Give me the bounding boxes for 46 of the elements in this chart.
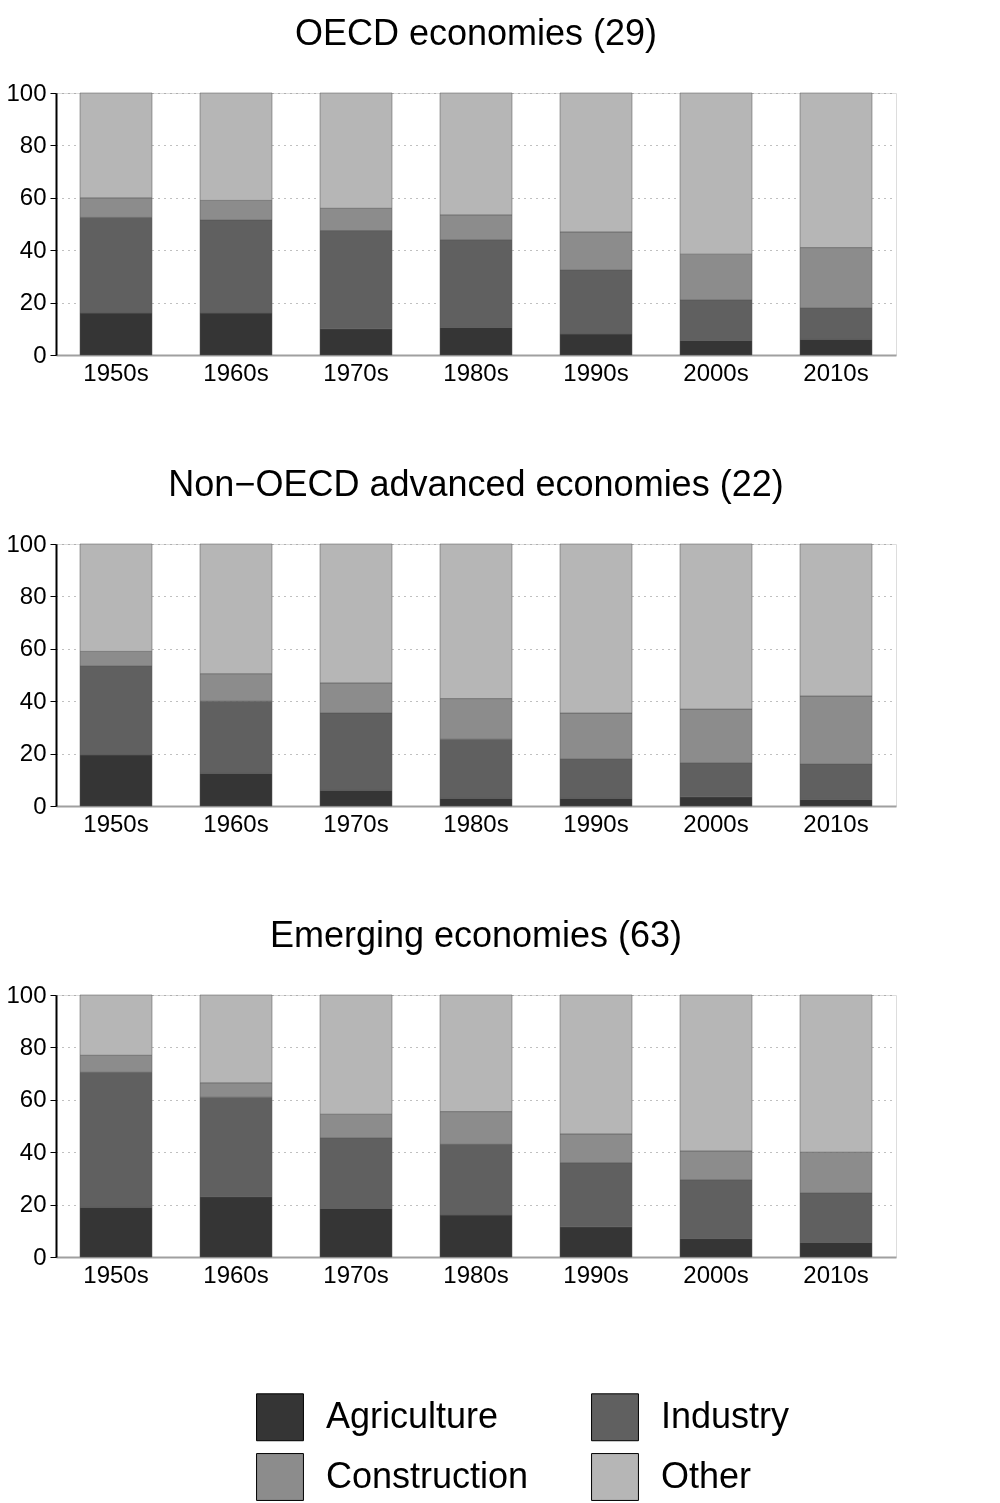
- y-tick-label: 60: [19, 634, 47, 662]
- y-tick-label: 20: [19, 288, 47, 316]
- y-tick-label: 100: [6, 980, 47, 1008]
- x-tick-label: 1980s: [443, 1260, 509, 1288]
- x-tick-label: 1980s: [443, 358, 509, 386]
- x-tick-label: 2000s: [683, 358, 749, 386]
- x-tick-label: 1960s: [203, 358, 269, 386]
- y-tick-label: 20: [19, 739, 47, 767]
- x-tick-label: 2010s: [803, 358, 869, 386]
- x-tick-label: 1990s: [563, 809, 629, 837]
- y-tick-label: 80: [19, 130, 47, 158]
- x-tick-label: 1950s: [83, 358, 149, 386]
- y-tick-label: 0: [33, 791, 47, 819]
- y-tick-label: 0: [33, 340, 47, 368]
- chart-title: Non−OECD advanced economies (22): [168, 463, 784, 504]
- x-tick-label: 2010s: [803, 1260, 869, 1288]
- chart-title: OECD economies (29): [294, 12, 658, 53]
- y-tick-label: 60: [19, 183, 47, 211]
- x-tick-label: 1970s: [323, 1260, 389, 1288]
- y-tick-label: 20: [19, 1190, 47, 1218]
- x-tick-label: 1960s: [203, 809, 269, 837]
- y-tick-label: 0: [33, 1242, 47, 1270]
- chart-title: Emerging economies (63): [269, 914, 683, 955]
- y-tick-label: 100: [6, 529, 47, 557]
- y-tick-label: 100: [6, 78, 47, 106]
- legend-label: Other: [661, 1455, 752, 1496]
- legend-label: Construction: [326, 1455, 529, 1496]
- x-tick-label: 1970s: [323, 358, 389, 386]
- y-tick-label: 80: [19, 581, 47, 609]
- x-tick-label: 1980s: [443, 809, 509, 837]
- x-tick-label: 1960s: [203, 1260, 269, 1288]
- legend-label: Agriculture: [326, 1395, 499, 1437]
- x-tick-label: 1950s: [83, 809, 149, 837]
- x-tick-label: 2000s: [683, 1260, 749, 1288]
- y-tick-label: 40: [19, 686, 47, 714]
- x-tick-label: 2010s: [803, 809, 869, 837]
- y-tick-label: 60: [19, 1085, 47, 1113]
- x-tick-label: 1990s: [563, 1260, 629, 1288]
- x-tick-label: 1970s: [323, 809, 389, 837]
- y-tick-label: 40: [19, 235, 47, 263]
- x-tick-label: 1950s: [83, 1260, 149, 1288]
- y-tick-label: 40: [19, 1137, 47, 1165]
- x-tick-label: 1990s: [563, 358, 629, 386]
- legend-label: Industry: [661, 1395, 790, 1437]
- y-tick-label: 80: [19, 1032, 47, 1060]
- x-tick-label: 2000s: [683, 809, 749, 837]
